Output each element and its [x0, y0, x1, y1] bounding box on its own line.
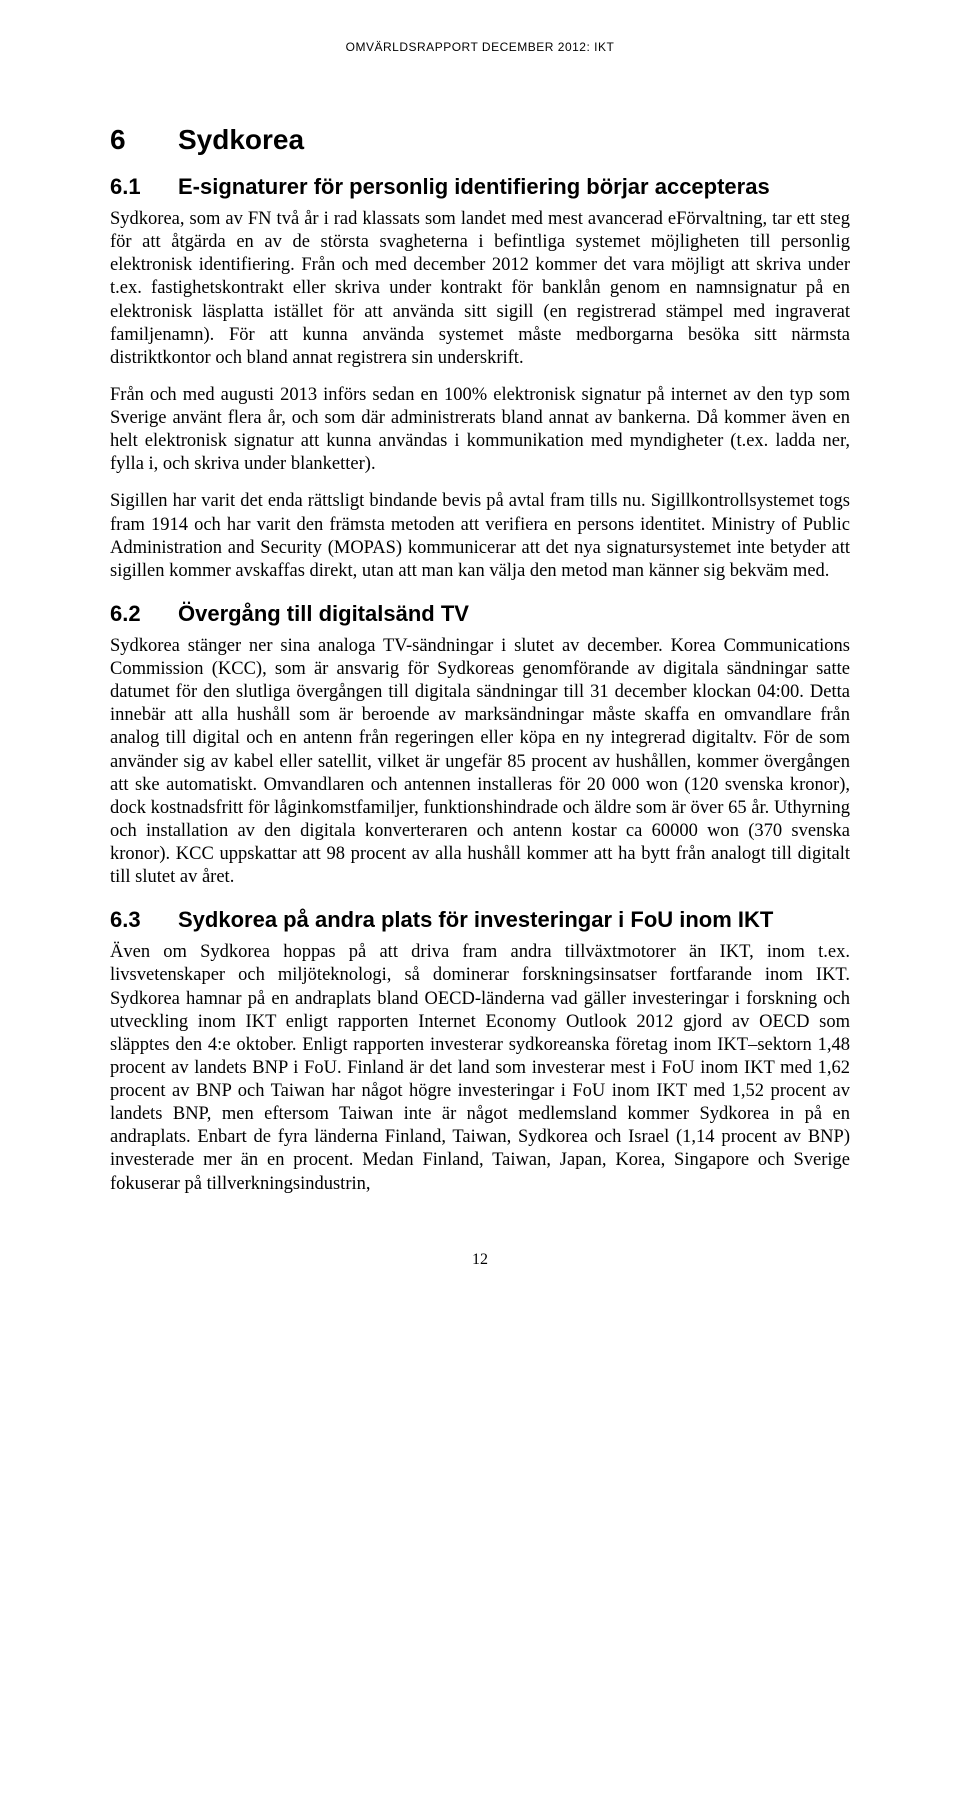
heading-6-3-title: Sydkorea på andra plats för investeringa… [178, 907, 773, 932]
paragraph-6-3-1: Även om Sydkorea hoppas på att driva fra… [110, 941, 850, 1195]
paragraph-6-1-2: Från och med augusti 2013 införs sedan e… [110, 384, 850, 477]
page-number: 12 [110, 1251, 850, 1269]
heading-6: 6Sydkorea [110, 124, 850, 156]
heading-6-title: Sydkorea [178, 124, 304, 155]
heading-6-1: 6.1E-signaturer för personlig identifier… [110, 174, 850, 200]
heading-6-3: 6.3Sydkorea på andra plats för investeri… [110, 907, 850, 933]
heading-6-3-number: 6.3 [110, 907, 178, 933]
heading-6-1-number: 6.1 [110, 174, 178, 200]
paragraph-6-2-1: Sydkorea stänger ner sina analoga TV-sän… [110, 635, 850, 889]
heading-6-number: 6 [110, 124, 178, 156]
heading-6-2: 6.2Övergång till digitalsänd TV [110, 601, 850, 627]
page-header: OMVÄRLDSRAPPORT DECEMBER 2012: IKT [110, 40, 850, 54]
paragraph-6-1-3: Sigillen har varit det enda rättsligt bi… [110, 490, 850, 583]
heading-6-1-title: E-signaturer för personlig identifiering… [178, 174, 770, 199]
heading-6-2-title: Övergång till digitalsänd TV [178, 601, 469, 626]
paragraph-6-1-1: Sydkorea, som av FN två år i rad klassat… [110, 208, 850, 370]
heading-6-2-number: 6.2 [110, 601, 178, 627]
